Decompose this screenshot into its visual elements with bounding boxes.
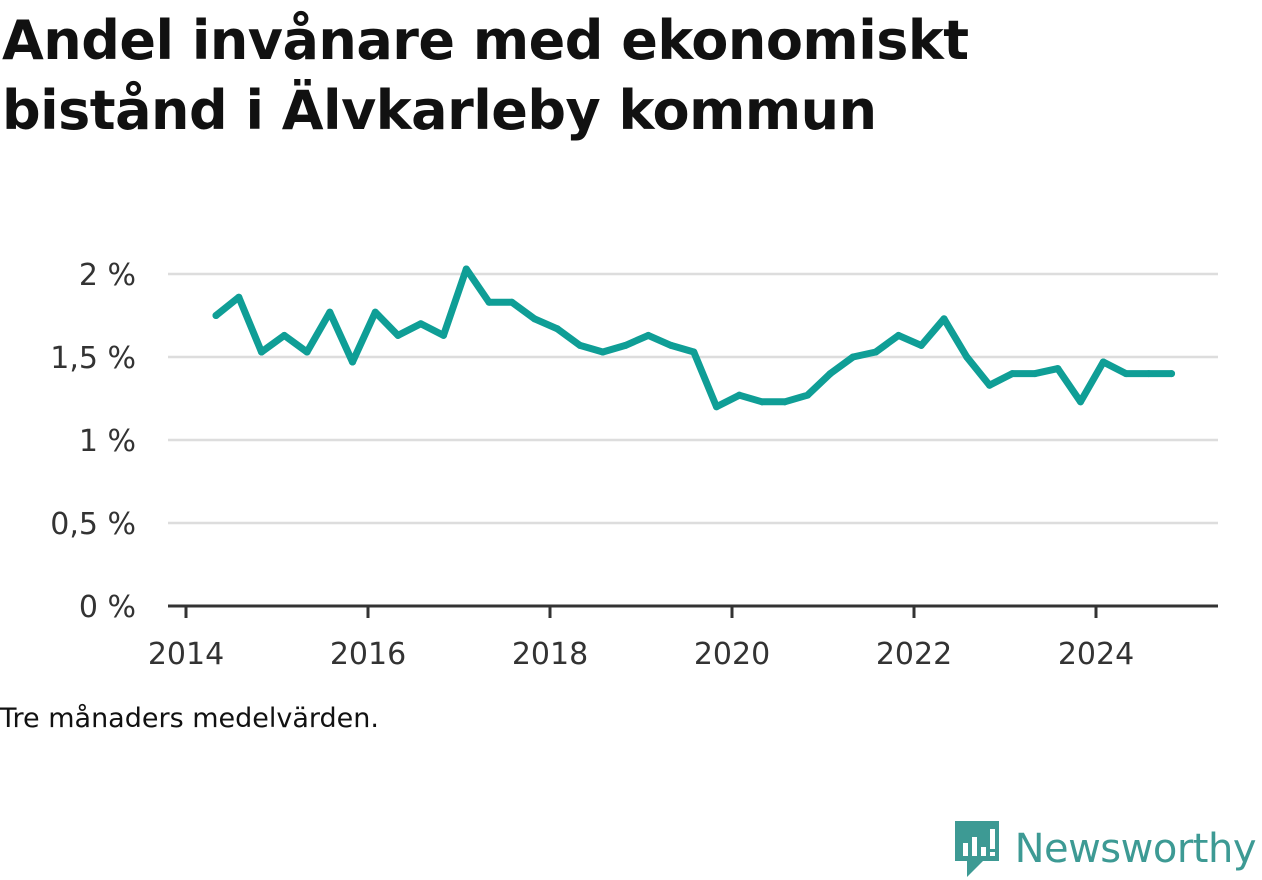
data-point bbox=[826, 370, 834, 378]
y-tick-label: 0,5 % bbox=[50, 507, 136, 542]
y-tick-label: 2 % bbox=[79, 258, 136, 293]
data-points bbox=[212, 265, 1176, 411]
data-point bbox=[986, 381, 994, 389]
data-point bbox=[1122, 370, 1130, 378]
series-line bbox=[212, 265, 1175, 411]
x-axis-ticks: 2014 2016 2018 2020 2022 2024 bbox=[148, 606, 1134, 672]
data-point bbox=[781, 398, 789, 406]
data-point bbox=[485, 298, 493, 306]
data-point bbox=[804, 391, 812, 399]
data-point bbox=[963, 353, 971, 361]
data-point bbox=[872, 348, 880, 356]
brand-name: Newsworthy bbox=[1014, 826, 1257, 872]
data-point bbox=[258, 348, 266, 356]
data-point bbox=[713, 403, 721, 411]
chart-title: Andel invånare med ekonomiskt bistånd i … bbox=[2, 9, 969, 142]
data-point bbox=[599, 348, 607, 356]
newsworthy-logo-icon bbox=[954, 821, 999, 877]
y-tick-label: 1 % bbox=[79, 424, 136, 459]
data-point bbox=[212, 312, 220, 319]
data-point bbox=[622, 341, 630, 349]
brand-logo: Newsworthy bbox=[953, 818, 1257, 880]
data-point bbox=[1099, 358, 1107, 366]
data-point bbox=[576, 341, 584, 349]
data-point bbox=[644, 331, 652, 339]
data-point bbox=[235, 293, 243, 301]
x-tick-label: 2014 bbox=[148, 637, 224, 672]
y-tick-label: 0 % bbox=[79, 590, 136, 625]
data-point bbox=[758, 398, 766, 406]
line-chart: 0 % 0,5 % 1 % 1,5 % 2 % 2014 2016 2018 2020 2022… bbox=[50, 258, 1218, 672]
data-point bbox=[895, 331, 903, 339]
data-point bbox=[1168, 370, 1176, 378]
y-axis-tick-labels: 0 % 0,5 % 1 % 1,5 % 2 % bbox=[50, 258, 136, 625]
data-point bbox=[440, 331, 448, 339]
data-point bbox=[417, 320, 425, 328]
data-point bbox=[917, 341, 925, 349]
data-point bbox=[1054, 365, 1062, 373]
data-point bbox=[735, 391, 743, 399]
data-point bbox=[280, 331, 288, 339]
data-point bbox=[462, 265, 470, 273]
data-point bbox=[1031, 370, 1039, 378]
gridlines bbox=[168, 272, 1218, 525]
data-point bbox=[553, 325, 561, 333]
x-tick-label: 2018 bbox=[512, 637, 588, 672]
x-tick-label: 2016 bbox=[330, 637, 406, 672]
x-tick-label: 2022 bbox=[876, 637, 952, 672]
chart-note: Tre månaders medelvärden. bbox=[0, 703, 379, 734]
data-point bbox=[349, 358, 357, 366]
x-tick-label: 2024 bbox=[1058, 637, 1134, 672]
data-point bbox=[326, 308, 334, 316]
data-point bbox=[940, 315, 948, 323]
data-point bbox=[849, 353, 857, 361]
data-point bbox=[1008, 370, 1016, 378]
x-tick-label: 2020 bbox=[694, 637, 770, 672]
data-point bbox=[508, 298, 516, 306]
data-point bbox=[303, 348, 311, 356]
data-point bbox=[531, 315, 539, 323]
data-point bbox=[1145, 370, 1153, 378]
data-point bbox=[394, 331, 402, 339]
data-point bbox=[690, 348, 698, 356]
data-point bbox=[1077, 398, 1085, 406]
y-tick-label: 1,5 % bbox=[50, 341, 136, 376]
data-point bbox=[667, 341, 675, 349]
data-point bbox=[371, 308, 379, 316]
